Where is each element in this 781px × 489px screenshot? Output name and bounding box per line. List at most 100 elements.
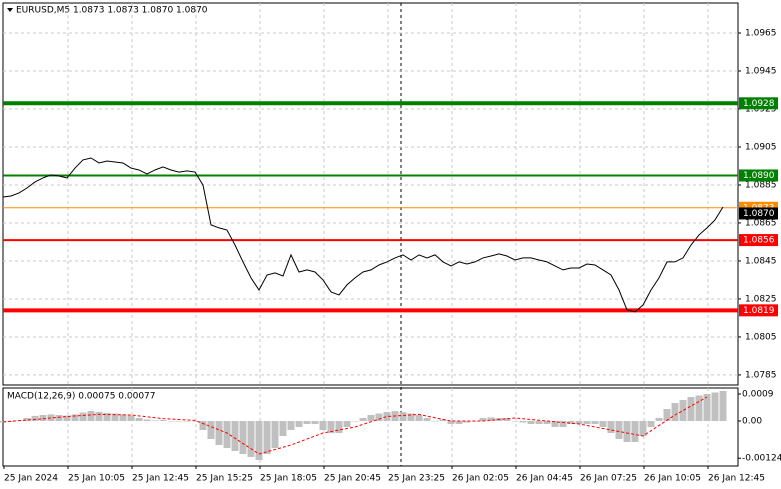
- y-tick-label: 0.0009: [742, 390, 774, 400]
- macd-bar: [687, 397, 695, 421]
- macd-bar: [599, 421, 607, 427]
- macd-bar: [223, 421, 231, 448]
- x-tick-label: 25 Jan 18:05: [260, 474, 317, 484]
- macd-bar: [447, 421, 455, 424]
- macd-bar: [399, 412, 407, 421]
- macd-bar: [375, 413, 383, 421]
- macd-bar: [63, 415, 71, 421]
- macd-bar: [663, 409, 671, 421]
- macd-bar: [551, 421, 559, 427]
- x-tick-label: 25 Jan 10:05: [68, 474, 125, 484]
- macd-bar: [431, 421, 439, 422]
- x-tick-label: 25 Jan 20:45: [324, 474, 381, 484]
- macd-bar: [335, 421, 343, 433]
- macd-bar: [615, 421, 623, 439]
- macd-bar: [199, 421, 207, 430]
- macd-bar: [95, 412, 103, 421]
- macd-bar: [247, 421, 255, 457]
- y-tick-label: 1.0925: [745, 104, 777, 114]
- macd-bar: [263, 421, 271, 454]
- macd-bar: [479, 418, 487, 421]
- macd-bar: [327, 421, 335, 433]
- x-tick-label: 26 Jan 02:05: [452, 474, 509, 484]
- macd-bar: [407, 413, 415, 421]
- macd-bar: [159, 420, 167, 421]
- y-tick-label: 0.00: [742, 417, 762, 427]
- level-label: 1.0856: [743, 236, 775, 246]
- macd-bar: [719, 391, 727, 421]
- y-tick-label: 1.0865: [745, 218, 777, 228]
- level-label: 1.0928: [743, 99, 775, 109]
- macd-bar: [671, 403, 679, 421]
- macd-bar: [311, 421, 319, 424]
- macd-bar: [703, 394, 711, 421]
- macd-bar: [423, 418, 431, 421]
- y-tick-label: 1.0785: [745, 370, 777, 380]
- macd-bar: [647, 421, 655, 427]
- macd-bar: [71, 414, 79, 421]
- macd-bar: [127, 415, 135, 421]
- macd-bar: [111, 413, 119, 421]
- macd-bar: [519, 421, 527, 423]
- level-label-box: [739, 169, 778, 182]
- macd-bar: [535, 421, 543, 424]
- macd-bar: [631, 421, 639, 442]
- x-tick-label: 26 Jan 10:05: [644, 474, 701, 484]
- macd-bar: [7, 421, 15, 422]
- price-panel-frame: [2, 2, 739, 386]
- macd-bar: [191, 421, 199, 422]
- macd-bar: [295, 421, 303, 427]
- macd-bar: [695, 395, 703, 421]
- macd-bar: [135, 418, 143, 421]
- macd-bar: [47, 414, 55, 421]
- x-tick-label: 26 Jan 07:25: [580, 474, 637, 484]
- macd-panel-frame: [2, 387, 739, 467]
- macd-bar: [79, 412, 87, 421]
- y-tick-label: -0.00124: [742, 454, 781, 464]
- macd-bar: [239, 421, 247, 454]
- current-price-box: [739, 207, 778, 220]
- macd-bar: [287, 421, 295, 430]
- macd-bar: [567, 421, 575, 424]
- macd-bar: [343, 421, 351, 427]
- macd-title: MACD(12,26,9) 0.00075 0.00077: [7, 392, 156, 402]
- macd-bar: [143, 419, 151, 421]
- macd-bar: [575, 421, 583, 424]
- macd-bar: [367, 415, 375, 421]
- macd-bar: [415, 415, 423, 421]
- macd-bar: [511, 421, 519, 422]
- macd-bar: [591, 421, 599, 424]
- level-label: 1.0819: [743, 306, 775, 316]
- macd-bar: [559, 421, 567, 427]
- x-tick-label: 25 Jan 15:25: [196, 474, 253, 484]
- macd-bar: [271, 421, 279, 448]
- macd-bar: [679, 400, 687, 421]
- macd-bar: [31, 415, 39, 421]
- level-label-box: [739, 234, 778, 247]
- y-tick-label: 1.0885: [745, 180, 777, 190]
- level-label-box: [739, 304, 778, 317]
- macd-bar: [543, 421, 551, 424]
- current-price-label: 1.0870: [743, 209, 775, 219]
- y-tick-label: 1.0805: [745, 332, 777, 342]
- macd-bar: [303, 421, 311, 424]
- macd-bar: [439, 419, 447, 421]
- macd-bar: [463, 421, 471, 423]
- macd-bar: [119, 414, 127, 421]
- macd-bar: [487, 417, 495, 421]
- macd-bar: [151, 420, 159, 421]
- macd-bar: [103, 412, 111, 421]
- macd-bar: [87, 411, 95, 421]
- y-tick-label: 1.0845: [745, 256, 777, 266]
- price-line: [2, 157, 724, 313]
- x-tick-label: 26 Jan 12:45: [708, 474, 765, 484]
- y-tick-label: 1.0905: [745, 142, 777, 152]
- macd-bar: [279, 421, 287, 436]
- macd-bar: [23, 418, 31, 421]
- x-tick-label: 26 Jan 04:45: [516, 474, 573, 484]
- macd-bar: [583, 421, 591, 424]
- x-tick-label: 25 Jan 12:45: [132, 474, 189, 484]
- macd-bar: [359, 418, 367, 421]
- y-tick-label: 1.0965: [745, 29, 777, 39]
